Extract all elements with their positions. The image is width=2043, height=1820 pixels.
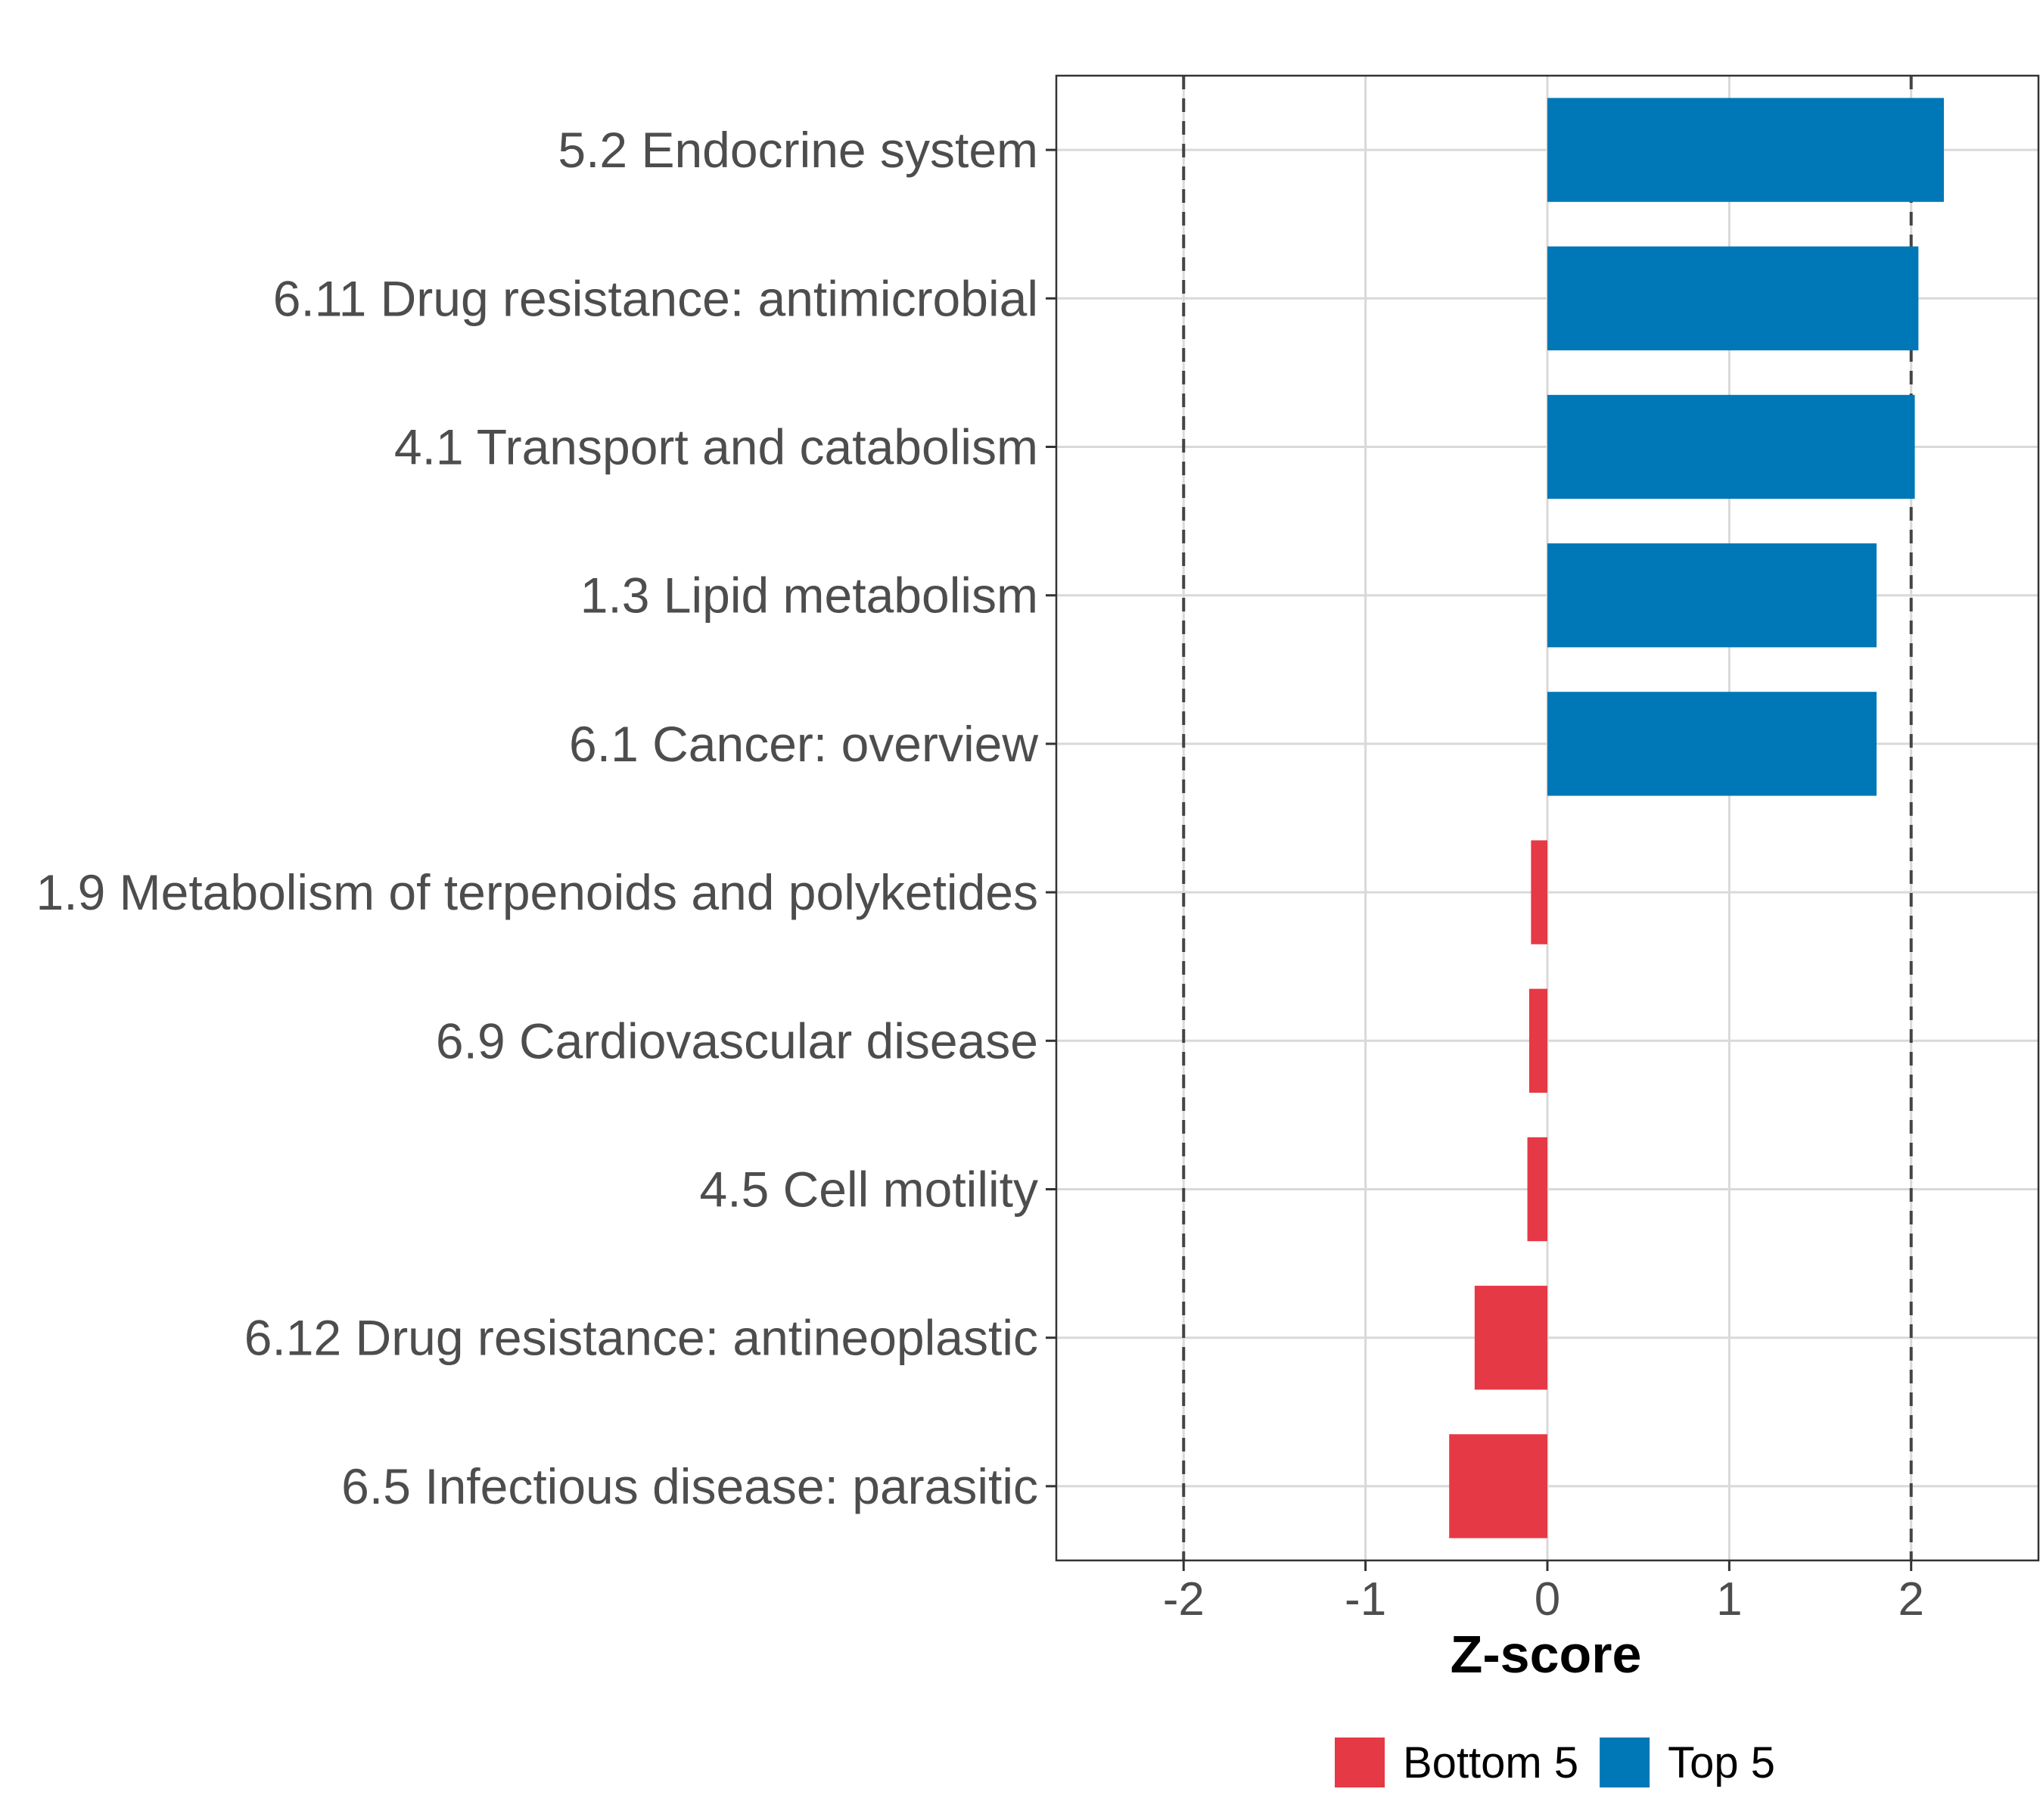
category-label: 6.12 Drug resistance: antineoplastic: [244, 1310, 1038, 1366]
x-axis-title: Z-score: [1451, 1625, 1642, 1684]
x-tick-label: -2: [1163, 1573, 1205, 1626]
bar: [1547, 98, 1945, 202]
x-tick-label: -1: [1345, 1573, 1386, 1626]
bar: [1547, 543, 1877, 648]
reference-lines: [1182, 76, 1913, 1560]
bar: [1547, 246, 1919, 350]
category-label: 5.2 Endocrine system: [558, 122, 1038, 178]
x-axis-ticks: -2 -1 0 1 2: [1163, 1560, 1924, 1626]
bar: [1449, 1434, 1547, 1538]
category-label: 1.3 Lipid metabolism: [580, 568, 1038, 624]
category-label: 6.9 Cardiovascular disease: [436, 1013, 1038, 1069]
category-label: 6.11 Drug resistance: antimicrobial: [273, 270, 1038, 326]
legend-swatch: [1600, 1738, 1650, 1787]
legend-swatch: [1335, 1738, 1385, 1787]
bar: [1547, 394, 1915, 499]
bar: [1528, 988, 1547, 1093]
legend-label: Bottom 5: [1403, 1738, 1578, 1787]
category-label: 6.1 Cancer: overview: [569, 716, 1038, 772]
category-label: 1.9 Metabolism of terpenoids and polyket…: [36, 864, 1038, 920]
bars: [1449, 98, 1945, 1538]
category-label: 4.5 Cell motility: [700, 1162, 1038, 1218]
bar: [1531, 840, 1547, 944]
category-label: 6.5 Infectious disease: parasitic: [341, 1458, 1038, 1514]
x-tick-label: 1: [1716, 1573, 1742, 1626]
legend-label: Top 5: [1668, 1738, 1775, 1787]
x-tick-label: 0: [1535, 1573, 1560, 1626]
y-axis-ticks: 5.2 Endocrine system 6.11 Drug resistance…: [36, 122, 1056, 1514]
bar: [1474, 1286, 1547, 1390]
bar: [1547, 692, 1877, 796]
x-tick-label: 2: [1898, 1573, 1923, 1626]
category-label: 4.1 Transport and catabolism: [394, 419, 1038, 475]
legend: Bottom 5 Top 5: [1335, 1738, 1775, 1787]
bar: [1527, 1137, 1547, 1242]
